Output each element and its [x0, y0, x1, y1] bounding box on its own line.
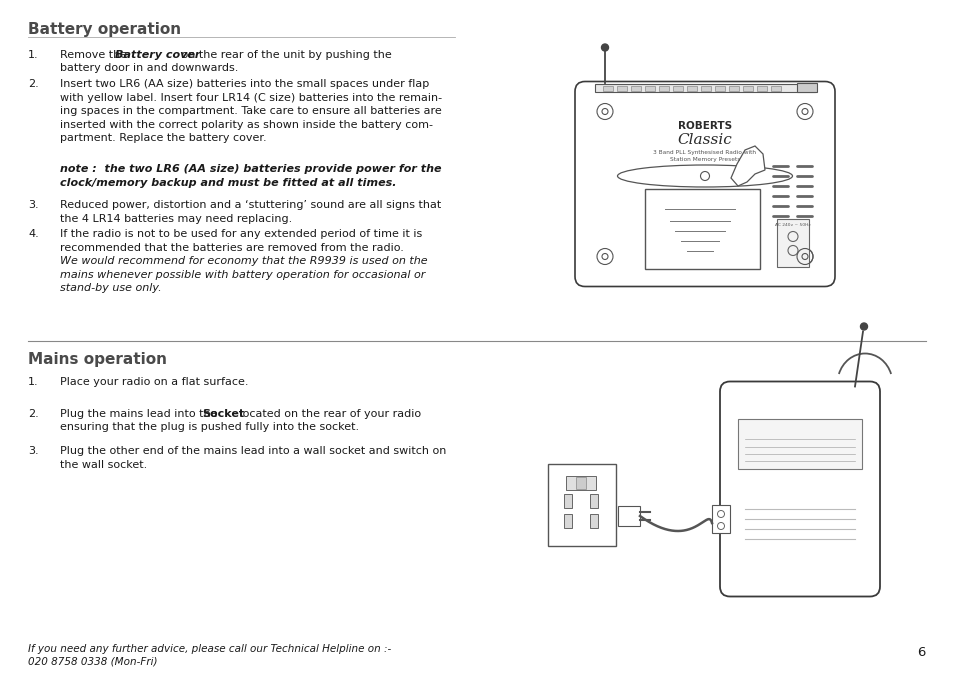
Bar — [644, 189, 760, 268]
Text: 6: 6 — [917, 646, 925, 659]
Bar — [602, 86, 613, 90]
Polygon shape — [730, 146, 764, 186]
Bar — [595, 84, 814, 92]
Text: 3.: 3. — [28, 446, 38, 456]
Text: 2.: 2. — [28, 409, 39, 419]
Bar — [776, 218, 808, 266]
Bar — [565, 476, 596, 490]
Text: 3 Band PLL Synthesised Radio with
Station Memory Presets: 3 Band PLL Synthesised Radio with Statio… — [653, 150, 756, 162]
Text: We would recommend for economy that the R9939 is used on the
mains whenever poss: We would recommend for economy that the … — [60, 256, 427, 293]
Bar — [630, 86, 640, 90]
Bar — [742, 86, 752, 90]
Text: Classic: Classic — [677, 133, 732, 147]
Bar — [589, 494, 598, 508]
Bar — [714, 86, 724, 90]
Bar — [796, 82, 816, 92]
Text: 1.: 1. — [28, 377, 38, 387]
Text: Remove the: Remove the — [60, 50, 131, 60]
Text: Mains operation: Mains operation — [28, 352, 167, 367]
Bar — [563, 494, 572, 508]
Text: on the rear of the unit by pushing the: on the rear of the unit by pushing the — [178, 50, 392, 60]
Text: battery door in and downwards.: battery door in and downwards. — [60, 63, 238, 73]
Text: Place your radio on a flat surface.: Place your radio on a flat surface. — [60, 377, 248, 387]
Bar — [589, 514, 598, 528]
Text: note :  the two LR6 (AA size) batteries provide power for the
clock/memory backu: note : the two LR6 (AA size) batteries p… — [60, 164, 441, 187]
Text: Reduced power, distortion and a ‘stuttering’ sound are all signs that
the 4 LR14: Reduced power, distortion and a ‘stutter… — [60, 200, 441, 224]
Text: ROBERTS: ROBERTS — [678, 121, 731, 131]
Text: AC 240v ~ 50Hz: AC 240v ~ 50Hz — [775, 222, 810, 226]
Bar — [618, 506, 639, 526]
Bar — [686, 86, 697, 90]
Text: If the radio is not to be used for any extended period of time it is
recommended: If the radio is not to be used for any e… — [60, 229, 422, 253]
Text: Battery operation: Battery operation — [28, 22, 181, 37]
Bar — [700, 86, 710, 90]
Bar — [738, 419, 862, 469]
Bar — [547, 464, 616, 546]
Bar — [563, 514, 572, 528]
Bar — [659, 86, 668, 90]
Text: 3.: 3. — [28, 200, 38, 210]
Bar — [644, 86, 655, 90]
Text: Socket: Socket — [202, 409, 244, 419]
Bar — [757, 86, 766, 90]
Text: ensuring that the plug is pushed fully into the socket.: ensuring that the plug is pushed fully i… — [60, 422, 358, 432]
Text: Insert two LR6 (AA size) batteries into the small spaces under flap
with yellow : Insert two LR6 (AA size) batteries into … — [60, 79, 441, 144]
Bar — [672, 86, 682, 90]
Bar — [728, 86, 739, 90]
Text: Plug the other end of the mains lead into a wall socket and switch on
the wall s: Plug the other end of the mains lead int… — [60, 446, 446, 470]
Circle shape — [601, 44, 608, 51]
Bar — [576, 477, 585, 489]
Text: 1.: 1. — [28, 50, 38, 60]
Text: 4.: 4. — [28, 229, 39, 239]
Text: located on the rear of your radio: located on the rear of your radio — [235, 409, 420, 419]
Text: Battery cover: Battery cover — [115, 50, 200, 60]
FancyBboxPatch shape — [720, 381, 879, 596]
FancyBboxPatch shape — [575, 82, 834, 286]
Text: Plug the mains lead into the: Plug the mains lead into the — [60, 409, 221, 419]
Text: If you need any further advice, please call our Technical Helpline on :-: If you need any further advice, please c… — [28, 644, 391, 654]
Bar — [770, 86, 781, 90]
Text: 020 8758 0338 (Mon-Fri): 020 8758 0338 (Mon-Fri) — [28, 656, 157, 666]
Circle shape — [860, 323, 866, 330]
Text: 2.: 2. — [28, 79, 39, 89]
Bar — [711, 505, 729, 533]
Bar — [617, 86, 626, 90]
